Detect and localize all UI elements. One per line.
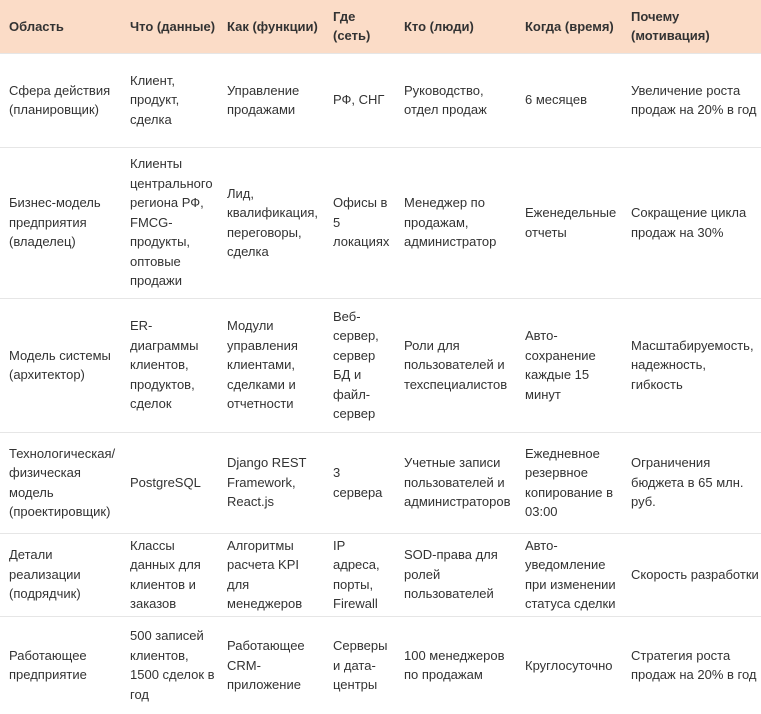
table-cell: Управление продажами <box>218 52 324 147</box>
table-cell: Технологическая/ физическая модель (прое… <box>0 431 121 533</box>
table-cell: IP адреса, порты, Firewall <box>324 532 395 616</box>
table-cell: Работающее CRM-приложение <box>218 615 324 714</box>
table-cell: Роли для пользователей и техспециалистов <box>395 297 516 432</box>
table-cell: Стратегия роста продаж на 20% в год <box>622 615 761 714</box>
table-cell: Офисы в 5 локациях <box>324 146 395 298</box>
table-cell: Увеличение роста продаж на 20% в год <box>622 52 761 147</box>
table-row: Бизнес-модель предприятия (владелец) Кли… <box>0 146 761 298</box>
table-body: Сфера действия (планировщик) Клиент, про… <box>0 52 761 714</box>
header-area: Область <box>9 18 64 34</box>
table-cell: PostgreSQL <box>121 431 218 533</box>
table-cell: Модель системы (архитектор) <box>0 297 121 432</box>
table-cell: Лид, квалификация, переговоры, сделка <box>218 146 324 298</box>
header-row: Область Что (данные) Как (функции) Где (… <box>0 0 761 53</box>
table-cell: ER-диаграммы клиентов, продуктов, сделок <box>121 297 218 432</box>
table-cell: Сокращение цикла продаж на 30% <box>622 146 761 298</box>
table-cell: 3 сервера <box>324 431 395 533</box>
table-cell: Авто-уведомление при изменении статуса с… <box>516 532 622 616</box>
table-cell: Еженедельные отчеты <box>516 146 622 298</box>
table-row: Модель системы (архитектор) ER-диаграммы… <box>0 297 761 432</box>
table-cell: 6 месяцев <box>516 52 622 147</box>
table-cell: Учетные записи пользователей и администр… <box>395 431 516 533</box>
table-cell: Детали реализации (подрядчик) <box>0 532 121 616</box>
header-what: Что (данные) <box>130 18 216 34</box>
table-cell: Ограничения бюджета в 65 млн. руб. <box>622 431 761 533</box>
table-row: Работающее предприятие 500 записей клиен… <box>0 615 761 714</box>
table-cell: Круглосуточно <box>516 615 622 714</box>
table-cell: Серверы и дата-центры <box>324 615 395 714</box>
table-cell: Алгоритмы расчета KPI для менеджеров <box>218 532 324 616</box>
table-cell: Классы данных для клиентов и заказов <box>121 532 218 616</box>
table-row: Детали реализации (подрядчик) Классы дан… <box>0 532 761 616</box>
table-cell: Клиенты центрального региона РФ, FMCG-пр… <box>121 146 218 298</box>
table-cell: Масштабируемость, надежность, гибкость <box>622 297 761 432</box>
table-cell: Работающее предприятие <box>0 615 121 714</box>
header-how: Как (функции) <box>227 18 318 34</box>
table-cell: Веб-сервер, сервер БД и файл-сервер <box>324 297 395 432</box>
table-cell: Модули управления клиентами, сделками и … <box>218 297 324 432</box>
table-cell: Бизнес-модель предприятия (владелец) <box>0 146 121 298</box>
header-when: Когда (время) <box>525 18 614 34</box>
table-cell: Скорость разработки <box>622 532 761 616</box>
table-header: Область Что (данные) Как (функции) Где (… <box>0 0 761 53</box>
table-cell: РФ, СНГ <box>324 52 395 147</box>
table-cell: Руководство, отдел продаж <box>395 52 516 147</box>
header-who: Кто (люди) <box>404 18 474 34</box>
table-cell: 500 записей клиентов, 1500 сделок в год <box>121 615 218 714</box>
table-cell: Менеджер по продажам, администратор <box>395 146 516 298</box>
table-cell: Сфера действия (планировщик) <box>0 52 121 147</box>
table-cell: 100 менеджеров по продажам <box>395 615 516 714</box>
table-cell: Ежедневное резервное копирование в 03:00 <box>516 431 622 533</box>
header-where: Где (сеть) <box>333 9 371 44</box>
table-cell: Django REST Framework, React.js <box>218 431 324 533</box>
table-row: Технологическая/ физическая модель (прое… <box>0 431 761 533</box>
table-cell: Авто-сохранение каждые 15 минут <box>516 297 622 432</box>
table-row: Сфера действия (планировщик) Клиент, про… <box>0 52 761 147</box>
header-why: Почему (мотивация) <box>631 9 710 44</box>
table-cell: Клиент, продукт, сделка <box>121 52 218 147</box>
table-cell: SOD-права для ролей пользователей <box>395 532 516 616</box>
